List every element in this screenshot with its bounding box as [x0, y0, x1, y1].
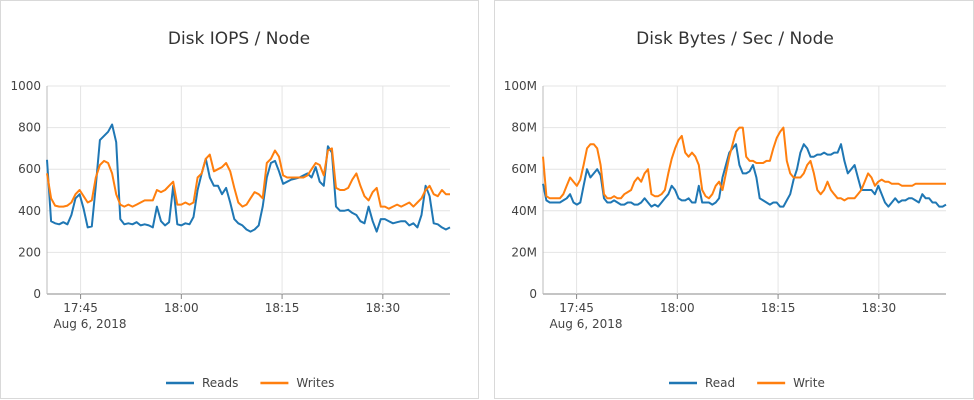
y-tick-label: 400 — [18, 204, 41, 218]
y-tick-label: 1000 — [10, 79, 41, 93]
x-tick-label: 18:15 — [265, 301, 300, 315]
chart-disk-bytes: Disk Bytes / Sec / Node 0 20M 40M 60M 80M 100M… — [504, 29, 947, 390]
series-line-reads — [46, 123, 451, 233]
x-tick-label: 17:45 — [559, 301, 594, 315]
y-tick-label: 20M — [511, 245, 537, 259]
legend-label-read[interactable]: Read — [705, 376, 735, 390]
y-tick-label: 0 — [33, 287, 41, 301]
x-tick-label: 18:00 — [164, 301, 199, 315]
y-tick-label: 40M — [511, 204, 537, 218]
x-tick-label: 18:30 — [366, 301, 401, 315]
y-tick-label: 80M — [511, 121, 537, 135]
legend-label-writes[interactable]: Writes — [296, 376, 334, 390]
series-line-write — [542, 126, 946, 202]
chart-title: Disk Bytes / Sec / Node — [636, 29, 834, 49]
x-tick-label: 18:30 — [862, 301, 897, 315]
x-tick-label: 18:00 — [660, 301, 695, 315]
x-date-label: Aug 6, 2018 — [53, 317, 126, 331]
y-tick-label: 0 — [529, 287, 537, 301]
y-tick-label: 100M — [504, 79, 537, 93]
legend-label-write[interactable]: Write — [793, 376, 825, 390]
series-line-writes — [46, 147, 450, 210]
x-tick-label: 17:45 — [63, 301, 98, 315]
y-tick-label: 600 — [18, 162, 41, 176]
chart-panel-disk-iops: Disk IOPS / Node 0 200 400 600 800 1000 17:45 18… — [0, 0, 479, 399]
series-line-read — [542, 143, 947, 208]
chart-disk-iops: Disk IOPS / Node 0 200 400 600 800 1000 17:45 18… — [10, 29, 451, 390]
y-tick-label: 200 — [18, 245, 41, 259]
x-date-label: Aug 6, 2018 — [549, 317, 622, 331]
x-tick-label: 18:15 — [761, 301, 796, 315]
chart-title: Disk IOPS / Node — [168, 29, 310, 49]
legend-label-reads[interactable]: Reads — [202, 376, 238, 390]
y-tick-label: 800 — [18, 121, 41, 135]
y-tick-label: 60M — [511, 162, 537, 176]
chart-panel-disk-bytes: Disk Bytes / Sec / Node 0 20M 40M 60M 80M 100M… — [494, 0, 974, 399]
